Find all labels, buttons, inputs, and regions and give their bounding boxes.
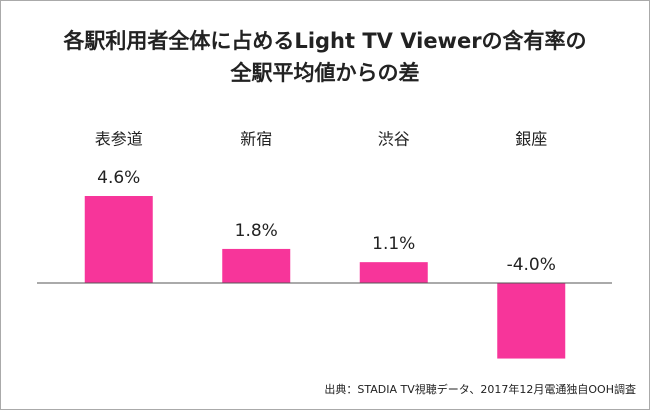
value-label: -4.0% (507, 255, 556, 275)
bar (222, 248, 291, 283)
bar (359, 262, 428, 283)
category-label: 銀座 (515, 130, 547, 149)
bar (497, 282, 566, 359)
chart-title: 各駅利用者全体に占めるLight TV Viewerの含有率の (62, 29, 586, 53)
category-label: 渋谷 (378, 130, 410, 149)
value-label: 4.6% (97, 168, 140, 188)
category-label: 表参道 (95, 130, 143, 149)
source-note: 出典：STADIA TV視聴データ、2017年12月電通独自OOH調査 (324, 382, 636, 396)
category-label: 新宿 (240, 130, 272, 149)
value-label: 1.8% (235, 221, 278, 241)
bar (84, 196, 153, 283)
chart-title: 全駅平均値からの差 (230, 61, 420, 85)
value-label: 1.1% (372, 234, 415, 254)
